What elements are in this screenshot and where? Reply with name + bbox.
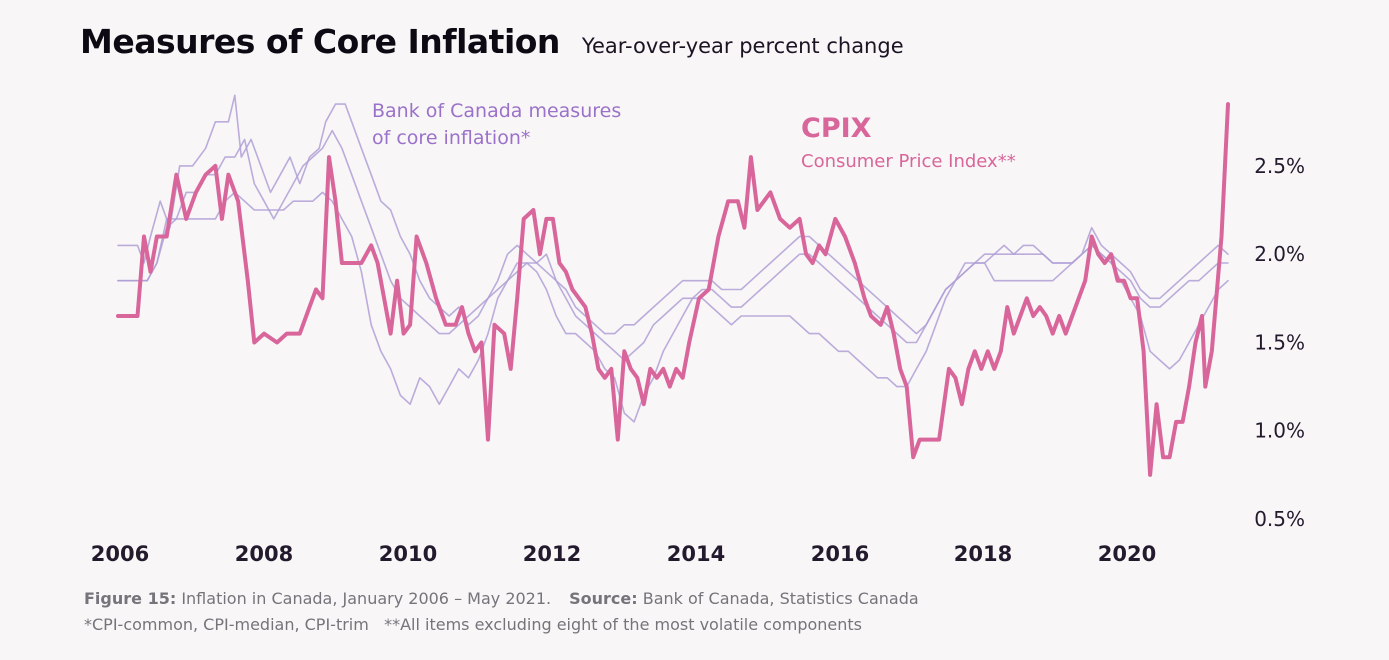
x-tick-label: 2006 — [91, 542, 149, 566]
series-line-cpi-common — [117, 191, 1229, 423]
x-axis-tick-labels: 2006 2008 2010 2012 2014 2016 2018 2020 — [91, 542, 1156, 566]
x-tick-label: 2012 — [523, 542, 581, 566]
x-tick-label: 2014 — [667, 542, 725, 566]
boc-annotation-line1: Bank of Canada measures — [372, 100, 621, 122]
chart-subtitle: Year-over-year percent change — [581, 34, 904, 58]
series-layer — [116, 94, 1230, 477]
chart-title: Measures of Core Inflation — [80, 22, 560, 61]
x-tick-label: 2018 — [954, 542, 1012, 566]
boc-annotation-line2: of core inflation* — [372, 127, 530, 149]
y-tick-label: 1.0% — [1254, 419, 1305, 443]
title-row: Measures of Core Inflation Year-over-yea… — [80, 22, 904, 61]
x-tick-label: 2016 — [811, 542, 869, 566]
figure-caption: Figure 15: Inflation in Canada, January … — [84, 586, 919, 638]
x-tick-label: 2010 — [379, 542, 437, 566]
figure-text: Inflation in Canada, January 2006 – May … — [176, 589, 552, 608]
y-axis-tick-labels: 0.5% 1.0% 1.5% 2.0% 2.5% — [1254, 154, 1305, 531]
caption-line-1: Figure 15: Inflation in Canada, January … — [84, 586, 919, 612]
figure-label: Figure 15: — [84, 589, 177, 608]
y-tick-label: 2.0% — [1254, 242, 1305, 266]
y-tick-label: 1.5% — [1254, 331, 1305, 355]
x-tick-label: 2020 — [1098, 542, 1156, 566]
y-tick-label: 2.5% — [1254, 154, 1305, 178]
cpix-annotation-subtitle: Consumer Price Index** — [801, 151, 1016, 172]
source-label: Source: — [569, 589, 638, 608]
caption-footnote: *CPI-common, CPI-median, CPI-trim **All … — [84, 615, 863, 634]
source-text: Bank of Canada, Statistics Canada — [637, 589, 919, 608]
series-line-cpi-median — [117, 129, 1229, 335]
x-tick-label: 2008 — [235, 542, 293, 566]
y-tick-label: 0.5% — [1254, 507, 1305, 531]
cpix-annotation-title: CPIX — [801, 113, 872, 144]
series-line-cpix-consumer-price-index — [116, 102, 1230, 477]
